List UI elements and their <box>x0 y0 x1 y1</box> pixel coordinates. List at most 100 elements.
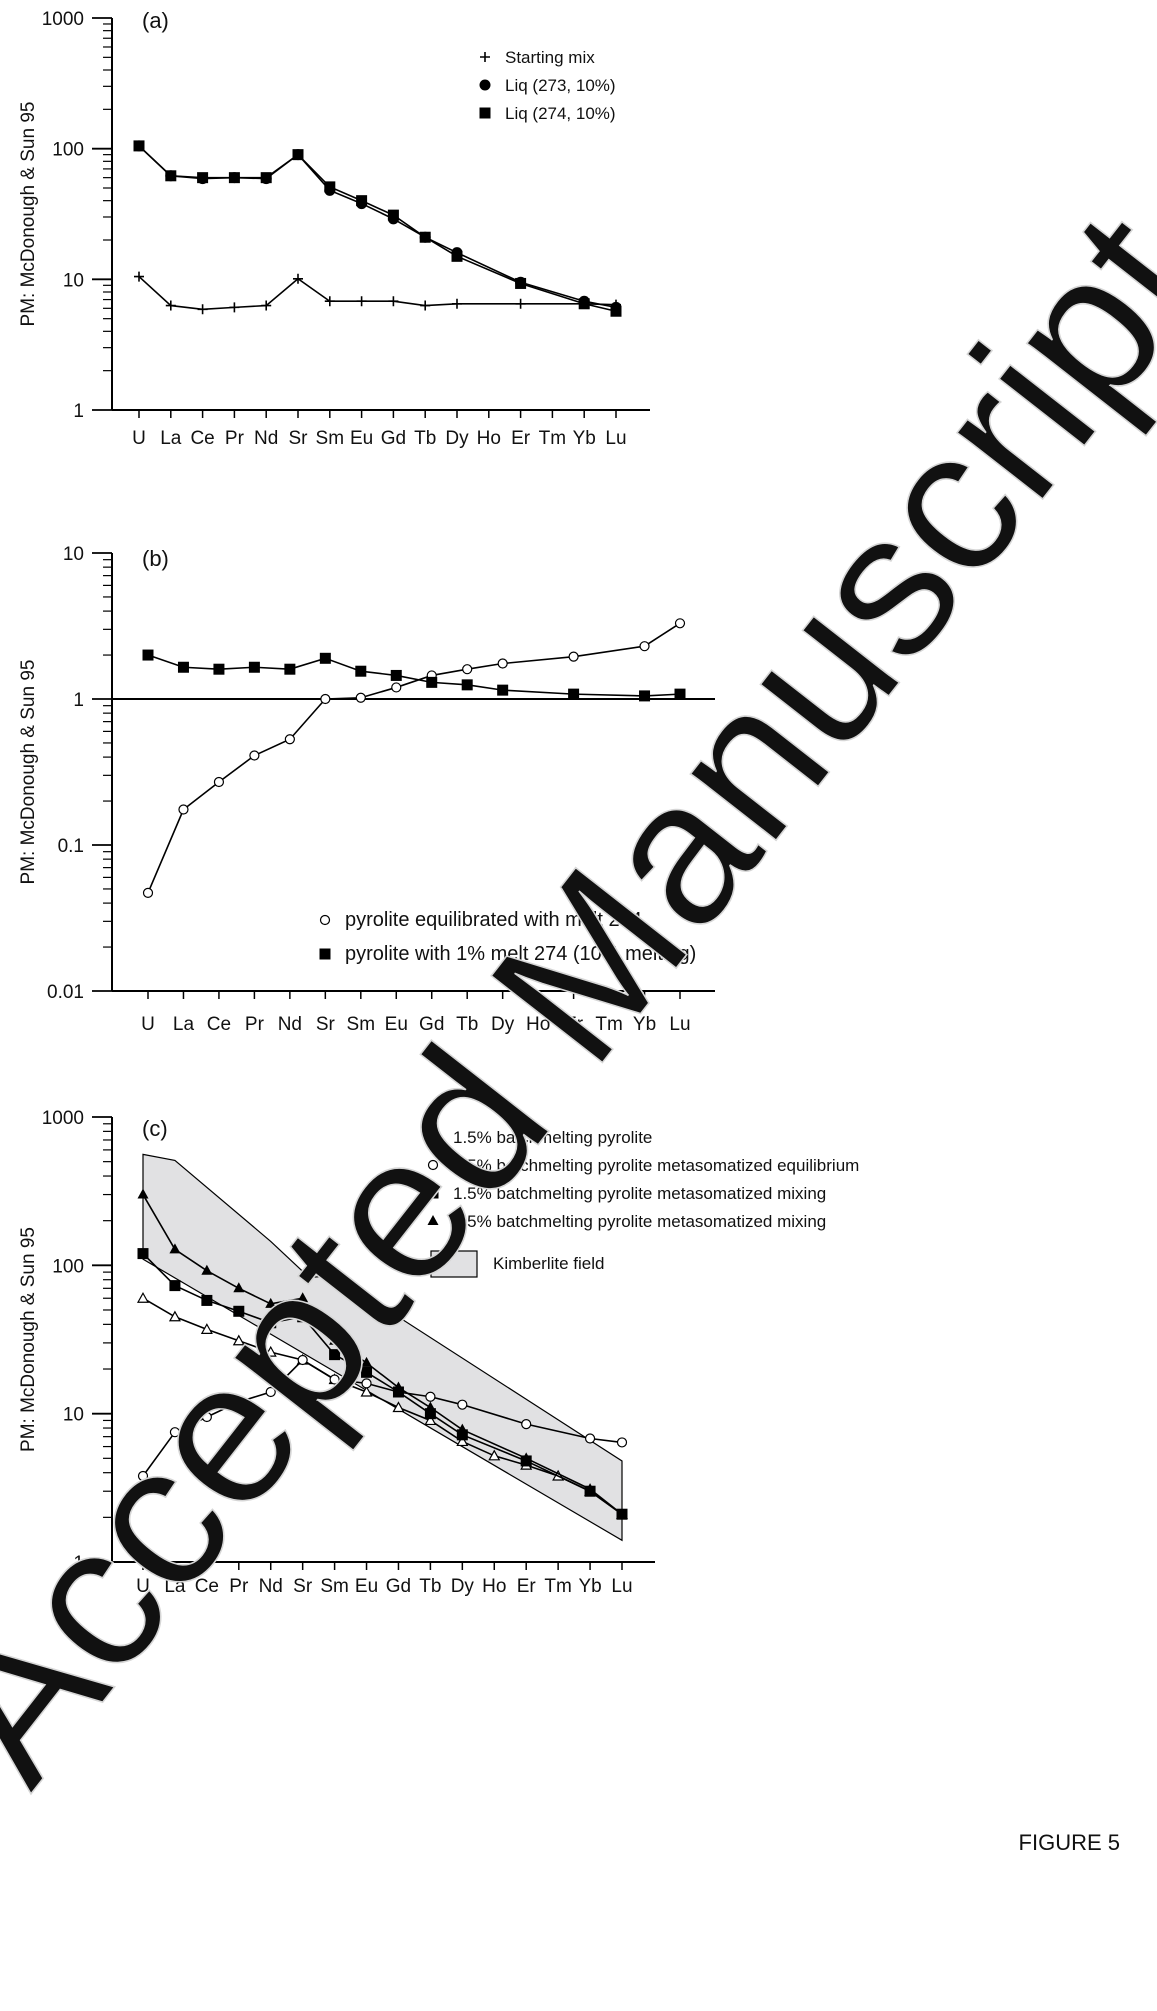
data-point <box>261 300 272 311</box>
x-tick-label: Ce <box>195 1576 219 1597</box>
data-point <box>297 1292 309 1303</box>
series-line <box>147 622 681 894</box>
data-point <box>233 1396 244 1408</box>
data-point <box>228 172 240 184</box>
data-point <box>390 669 402 681</box>
data-point <box>674 618 686 629</box>
data-point <box>424 1401 436 1412</box>
data-point <box>324 181 336 193</box>
x-tick-label: Pr <box>229 1576 249 1597</box>
data-point <box>265 1386 276 1398</box>
legend-label: pyrolite with 1% melt 274 (10% melting) <box>345 943 696 965</box>
y-tick-label: 10 <box>63 544 84 565</box>
data-point <box>452 298 462 309</box>
data-point <box>426 676 438 688</box>
y-tick-label: 1000 <box>42 1108 84 1129</box>
x-tick-label: Nd <box>259 1576 283 1597</box>
x-tick-label: Sr <box>289 428 309 449</box>
x-tick-label: Pr <box>225 428 245 449</box>
data-point <box>356 296 367 307</box>
x-tick-label: Yb <box>633 1014 656 1035</box>
legend-label: Kimberlite field <box>493 1254 605 1273</box>
data-point <box>169 1280 181 1292</box>
legend-marker <box>426 1130 440 1142</box>
data-point <box>292 149 304 161</box>
x-tick-label: Ho <box>477 428 501 449</box>
data-point <box>320 693 331 705</box>
x-tick-label: La <box>164 1576 186 1597</box>
data-point <box>388 296 399 307</box>
data-point <box>456 1423 468 1434</box>
x-tick-label: U <box>141 1014 155 1035</box>
data-point <box>497 684 509 696</box>
y-tick-label: 1 <box>73 690 84 711</box>
data-point <box>178 804 189 815</box>
x-tick-label: Dy <box>451 1576 475 1597</box>
data-point <box>462 664 473 675</box>
y-tick-label: 100 <box>52 1256 84 1277</box>
data-point <box>419 231 431 243</box>
y-axis-label: PM: McDonough & Sun 95 <box>18 102 39 327</box>
x-tick-label: Nd <box>254 428 278 449</box>
data-point <box>133 140 145 152</box>
y-tick-label: 1000 <box>42 9 84 30</box>
data-point <box>520 1452 532 1463</box>
x-tick-label: Gd <box>386 1576 411 1597</box>
data-point <box>297 1311 309 1323</box>
data-point <box>461 679 473 691</box>
x-tick-label: Eu <box>350 428 373 449</box>
data-point <box>293 273 303 284</box>
legend-label: Liq (273, 10%) <box>505 76 616 95</box>
x-tick-label: Dy <box>445 428 469 449</box>
legend-label: pyrolite equilibrated with melt 274 <box>345 909 642 931</box>
legend-label: 1.5% batchmelting pyrolite <box>453 1128 652 1147</box>
x-tick-label: Er <box>511 428 531 449</box>
legend-field-swatch <box>430 1250 478 1278</box>
legend-marker <box>479 107 491 119</box>
data-point <box>201 1411 212 1423</box>
x-tick-label: Lu <box>669 1014 690 1035</box>
data-point <box>451 250 463 262</box>
data-point <box>284 734 295 745</box>
x-tick-label: Sr <box>293 1576 313 1597</box>
data-point <box>297 1354 308 1366</box>
x-tick-label: Er <box>517 1576 537 1597</box>
x-tick-label: Lu <box>611 1576 632 1597</box>
data-point <box>521 1419 532 1430</box>
legend-label: Liq (274, 10%) <box>505 104 616 123</box>
figure-label: FIGURE 5 <box>1019 1830 1120 1855</box>
data-point <box>229 302 240 313</box>
data-point <box>137 1470 149 1482</box>
x-tick-label: Tm <box>539 428 566 449</box>
y-tick-label: 0.1 <box>58 836 84 857</box>
x-tick-label: Er <box>564 1014 584 1035</box>
data-point <box>319 652 331 664</box>
data-point <box>177 661 189 673</box>
x-tick-label: U <box>136 1576 150 1597</box>
x-tick-label: Gd <box>381 428 406 449</box>
x-tick-label: Dy <box>491 1014 515 1035</box>
data-point <box>355 692 366 703</box>
data-point <box>497 658 508 669</box>
data-point <box>584 1433 596 1444</box>
data-point <box>639 641 650 652</box>
y-tick-label: 100 <box>52 140 84 161</box>
data-point <box>355 665 367 677</box>
data-point <box>168 1310 181 1322</box>
data-point <box>233 1305 245 1317</box>
x-tick-label: Ho <box>482 1576 506 1597</box>
data-point <box>136 1292 150 1303</box>
legend-label: 0.5% batchmelting pyrolite metasomatized… <box>453 1212 826 1231</box>
y-axis-label: PM: McDonough & Sun 95 <box>18 1227 39 1452</box>
x-tick-label: Eu <box>385 1014 408 1035</box>
x-tick-label: Gd <box>419 1014 444 1035</box>
panel-a: 1 10 100 1000 PM: McDonough & Sun 95 (a) U La Ce… <box>18 8 650 449</box>
data-point <box>265 1317 277 1329</box>
data-point <box>249 750 260 761</box>
x-tick-label: Yb <box>573 428 596 449</box>
data-point <box>233 1282 245 1293</box>
data-point <box>197 172 209 184</box>
data-point <box>568 688 580 700</box>
legend-marker <box>427 1159 439 1171</box>
data-point <box>264 1345 277 1357</box>
